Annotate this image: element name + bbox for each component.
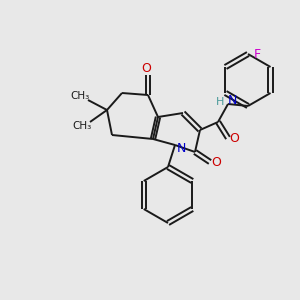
Text: O: O [141, 61, 151, 74]
Text: CH₃: CH₃ [70, 91, 90, 101]
Text: H: H [216, 97, 224, 107]
Text: N: N [176, 142, 186, 155]
Text: O: O [229, 131, 239, 145]
Text: CH₃: CH₃ [72, 121, 92, 131]
Text: O: O [211, 155, 221, 169]
Text: F: F [254, 47, 261, 61]
Text: N: N [227, 94, 237, 107]
